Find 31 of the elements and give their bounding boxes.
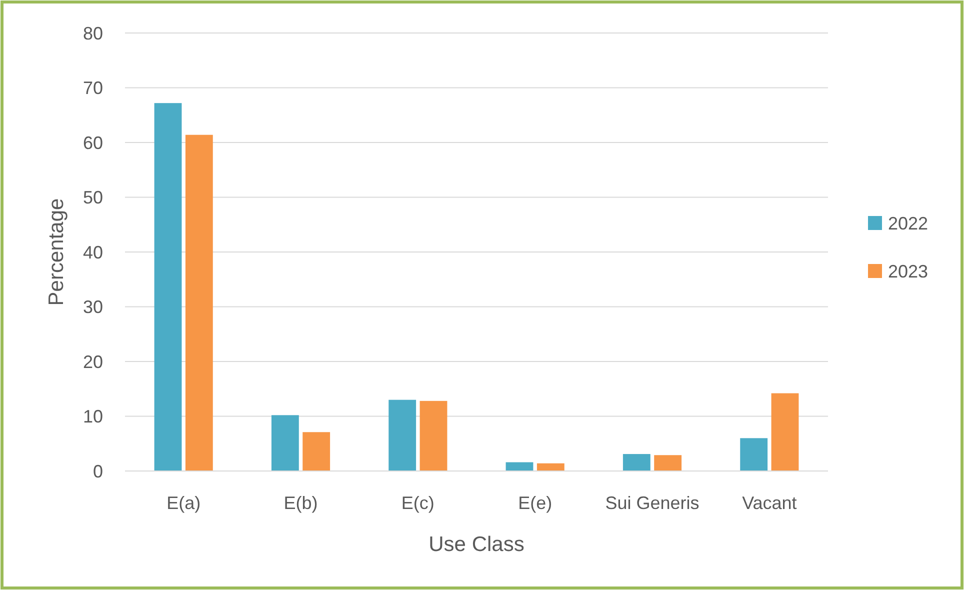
bar [740, 438, 768, 471]
y-tick-label: 0 [92, 461, 103, 482]
x-tick-label: E(a) [166, 493, 201, 513]
bar [271, 415, 299, 471]
bar [622, 454, 650, 471]
x-tick-label: E(b) [284, 493, 318, 513]
x-tick-label: E(c) [401, 493, 434, 513]
bar [771, 393, 799, 471]
y-tick-label: 60 [82, 132, 103, 153]
x-tick-label: Sui Generis [605, 493, 700, 513]
bar [420, 400, 448, 471]
x-tick-label: Vacant [742, 493, 797, 513]
y-tick-label: 50 [82, 188, 103, 208]
y-tick-label: 80 [82, 23, 103, 44]
x-axis-title: Use Class [428, 533, 524, 556]
y-tick-label: 10 [82, 406, 103, 427]
bar [536, 463, 564, 471]
bar [506, 462, 534, 471]
y-axis-title: Percentage [45, 198, 68, 306]
y-tick-label: 30 [82, 297, 103, 318]
x-tick-label: E(e) [518, 493, 552, 513]
legend-label: 2023 [888, 261, 928, 282]
legend-label: 2022 [888, 213, 928, 234]
y-tick-label: 70 [82, 78, 103, 98]
bar [388, 400, 416, 471]
bar [302, 432, 330, 471]
y-tick-label: 40 [82, 242, 103, 262]
bar [154, 103, 182, 471]
bar [654, 455, 682, 471]
y-tick-label: 20 [82, 352, 103, 372]
bar [185, 134, 213, 471]
